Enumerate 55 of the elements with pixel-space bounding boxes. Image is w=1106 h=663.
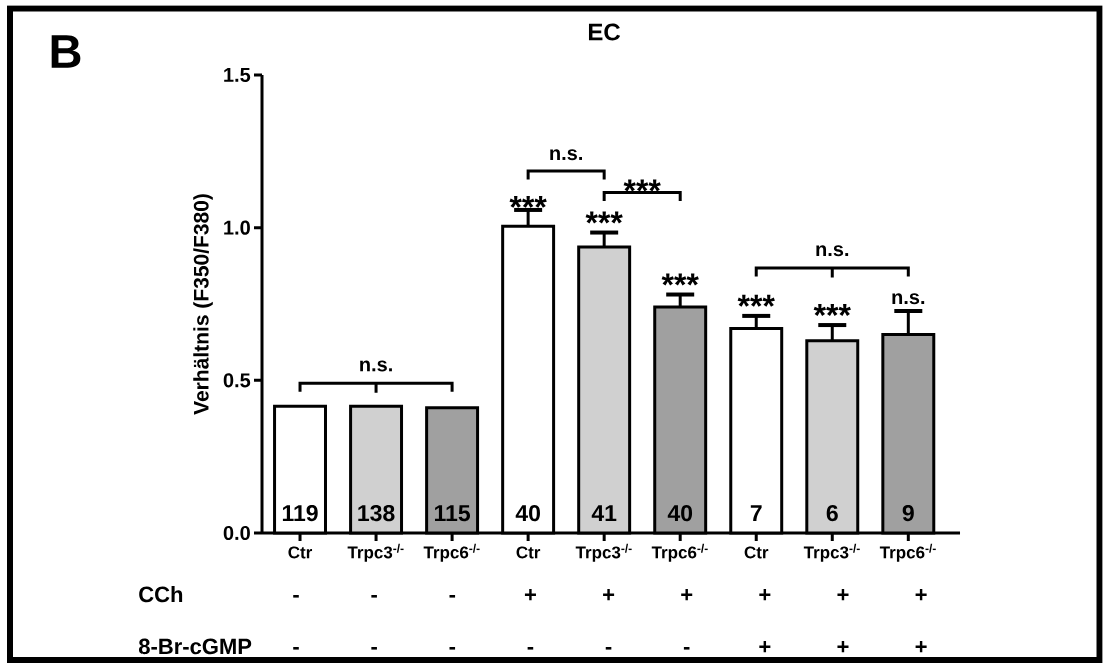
text: + [524, 589, 536, 601]
text: + [759, 641, 771, 653]
text: - [605, 646, 612, 650]
x-tick-label: Ctr [516, 546, 541, 559]
y-tick-label: 0.0 [223, 525, 250, 541]
annotation: *** [737, 294, 775, 307]
x-tick-label: Trpc6$^{-/-}$ [423, 543, 480, 562]
annotation: 119 [282, 504, 318, 522]
text: - [293, 594, 299, 598]
annotation: n.s. [550, 149, 582, 161]
x-tick-label: Trpc3$^{-/-}$ [575, 543, 632, 562]
x-tick-label: Trpc3$^{-/-}$ [347, 543, 404, 562]
text: - [371, 646, 377, 650]
text: + [915, 589, 927, 601]
x-tick-label: Trpc6$^{-/-}$ [879, 543, 936, 562]
annotation: *** [509, 195, 547, 208]
annotation: *** [623, 179, 661, 192]
text: + [681, 589, 693, 601]
text: B [51, 35, 81, 68]
x-tick-label: Trpc6$^{-/-}$ [651, 543, 708, 562]
y-tick-label: 0.5 [223, 373, 251, 388]
text: - [449, 646, 456, 650]
annotation: *** [661, 273, 699, 286]
annotation: 40 [667, 504, 693, 522]
annotation: 9 [902, 504, 914, 522]
text: - [683, 646, 690, 650]
annotation: *** [813, 304, 851, 316]
annotation: 41 [591, 505, 617, 521]
annotation: 138 [358, 504, 395, 522]
y-axis-title: Verhältnis (F350/F380) [193, 194, 213, 415]
x-tick-label: Ctr [288, 546, 313, 559]
text: CCh [139, 586, 183, 603]
text: + [603, 589, 615, 601]
text: - [371, 594, 377, 598]
text: - [449, 594, 456, 598]
x-tick-label: Ctr [744, 546, 769, 559]
text: 8-Br-cGMP [138, 638, 252, 655]
text: + [837, 589, 849, 601]
text: + [915, 641, 927, 653]
x-tick-label: Trpc3$^{-/-}$ [803, 543, 860, 562]
annotation: n.s. [816, 245, 849, 257]
text: - [527, 646, 534, 650]
text: + [837, 641, 849, 653]
text: - [293, 646, 299, 650]
annotation: n.s. [892, 293, 925, 305]
text: + [759, 589, 771, 601]
y-tick-label: 1.0 [224, 220, 250, 235]
annotation: *** [585, 211, 623, 224]
annotation: n.s. [360, 360, 392, 372]
annotation: 6 [826, 504, 838, 522]
chart-title: EC [588, 23, 621, 41]
y-tick-label: 1.5 [224, 68, 251, 82]
annotation: 40 [515, 504, 540, 522]
annotation: 115 [434, 505, 470, 522]
annotation: 7 [750, 505, 762, 521]
